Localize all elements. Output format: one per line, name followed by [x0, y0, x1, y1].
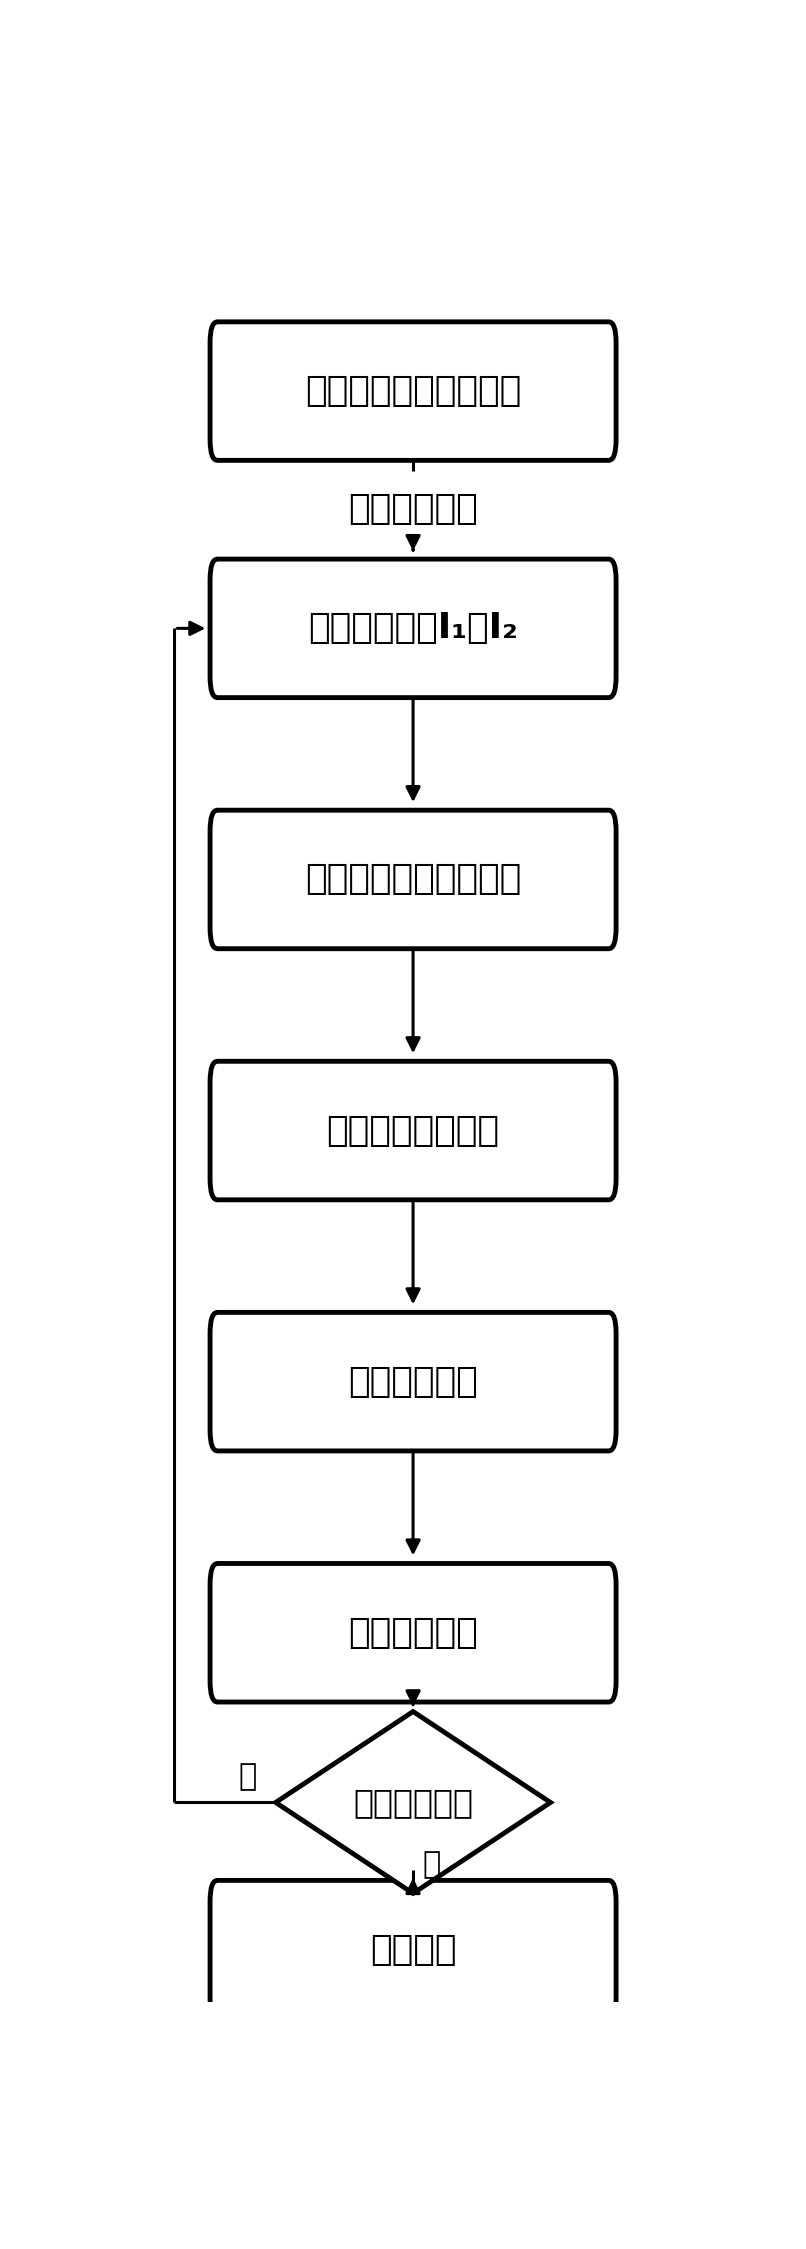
- Text: 结束加工: 结束加工: [370, 1932, 456, 1966]
- Text: 成形区域轮廓提取: 成形区域轮廓提取: [326, 1113, 500, 1147]
- Text: 是: 是: [422, 1851, 441, 1878]
- Text: 生成辅助图像I₁、I₂: 生成辅助图像I₁、I₂: [308, 612, 518, 645]
- Text: 轮廓精度检测: 轮廓精度检测: [348, 1615, 478, 1651]
- FancyBboxPatch shape: [210, 1313, 616, 1451]
- Polygon shape: [276, 1711, 550, 1894]
- Text: 是否加工完成: 是否加工完成: [353, 1786, 473, 1819]
- FancyBboxPatch shape: [210, 810, 616, 949]
- Text: 相机标定与坐标系配准: 相机标定与坐标系配准: [305, 373, 521, 407]
- Text: 机器开始工作: 机器开始工作: [348, 493, 478, 526]
- Text: 轮廓三维重建: 轮廓三维重建: [348, 1365, 478, 1399]
- FancyBboxPatch shape: [210, 560, 616, 697]
- Text: 刷板铺粉，激光器加工: 刷板铺粉，激光器加工: [305, 861, 521, 897]
- FancyBboxPatch shape: [210, 322, 616, 461]
- FancyBboxPatch shape: [210, 1880, 616, 2020]
- FancyBboxPatch shape: [210, 1563, 616, 1702]
- Text: 否: 否: [239, 1761, 256, 1790]
- FancyBboxPatch shape: [210, 1062, 616, 1199]
